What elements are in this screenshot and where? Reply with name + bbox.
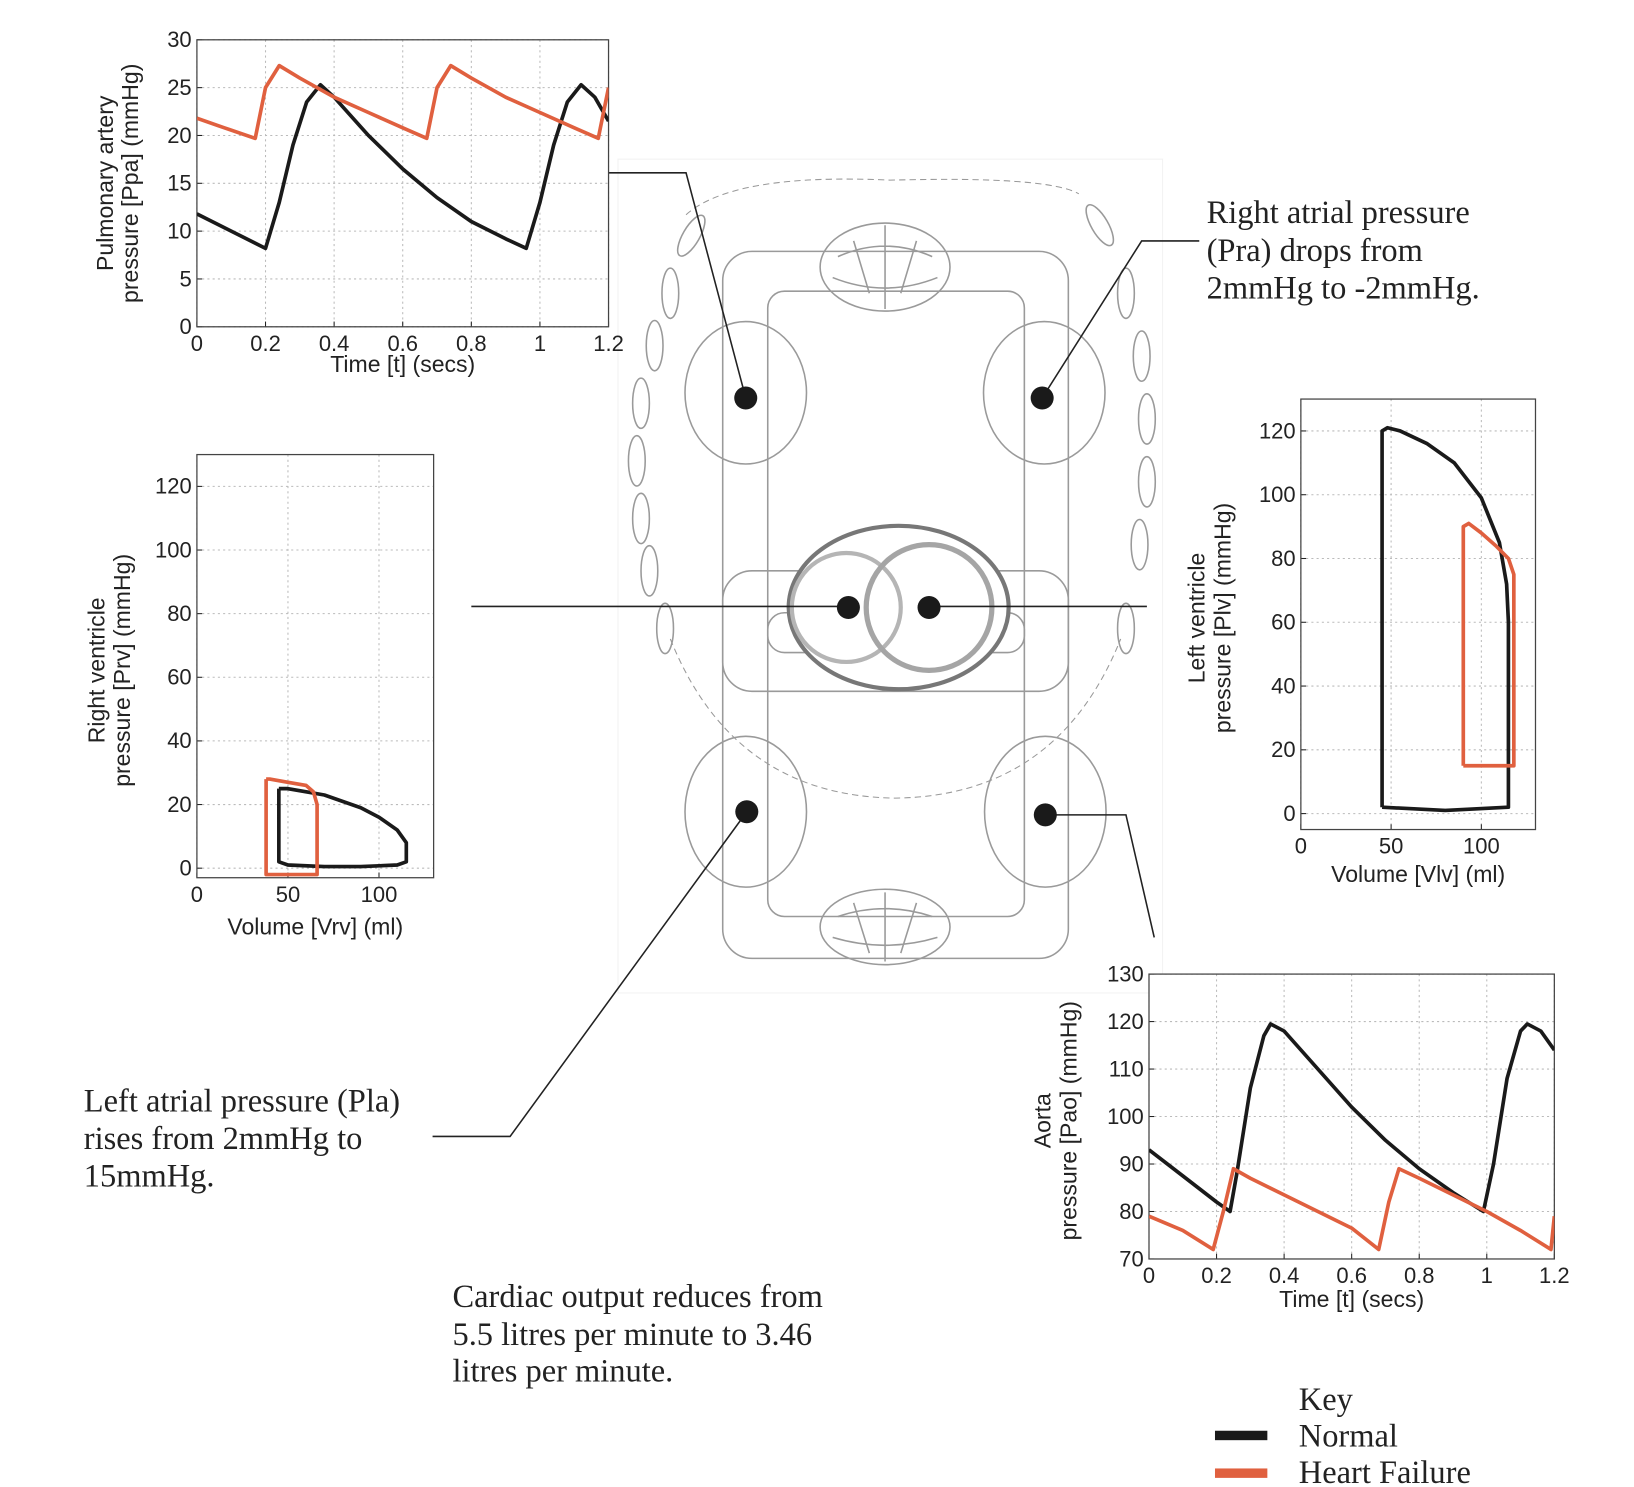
y-axis-label: Pulmonary artery (92, 95, 118, 271)
y-tick-label: 80 (167, 601, 191, 626)
y-axis-label: pressure [Pao] (mmHg) (1056, 1001, 1082, 1240)
chart: 70 80 90 100 110 120 130 0 0.2 0.4 0.6 0.8 1 1.2 Time … (1030, 961, 1570, 1312)
tissue-detail (833, 892, 938, 961)
lung-detail (833, 225, 938, 309)
y-tick-label: 25 (167, 75, 191, 100)
y-tick-label: 90 (1119, 1151, 1143, 1176)
y-tick-label: 20 (1271, 737, 1295, 762)
x-tick-label: 100 (361, 882, 398, 907)
y-tick-label: 130 (1107, 961, 1144, 986)
x-axis-label: Time [t] (secs) (1279, 1286, 1424, 1312)
x-tick-label: 1.2 (1539, 1263, 1570, 1288)
y-tick-label: 100 (1259, 482, 1296, 507)
legend-label: Heart Failure (1299, 1455, 1471, 1487)
y-tick-label: 5 (179, 266, 191, 291)
y-tick-label: 0 (179, 856, 191, 881)
x-tick-label: 0.4 (1269, 1263, 1300, 1288)
figure: Right atrial pressure (Pra) drops from 2… (0, 0, 1634, 1487)
x-tick-label: 100 (1463, 834, 1500, 859)
x-tick-label: 50 (1379, 834, 1403, 859)
page: {"chart_data": [ {"type": "line", "xlabe… (0, 0, 1634, 1487)
annotation-line: Right atrial pressure (1207, 195, 1470, 231)
y-tick-label: 120 (155, 474, 192, 499)
y-tick-label: 70 (1119, 1246, 1143, 1271)
annotation-line: litres per minute. (452, 1354, 673, 1390)
x-tick-label: 1 (534, 331, 546, 356)
y-axis-label: Left ventricle (1184, 553, 1210, 684)
annotation-line: rises from 2mmHg to (84, 1121, 363, 1157)
x-tick-label: 0.8 (1404, 1263, 1435, 1288)
annotation-line: Cardiac output reduces from (452, 1279, 822, 1315)
annotation-line: 15mmHg. (84, 1159, 215, 1195)
y-tick-label: 20 (167, 792, 191, 817)
chart: 0 20 40 60 80 100 120 0 50 100 Volume [Vrv] (ml) Ri… (84, 455, 434, 940)
annotation-line: (Pra) drops from (1207, 233, 1423, 269)
y-tick-label: 40 (167, 728, 191, 753)
y-axis-label: pressure [Plv] (mmHg) (1210, 503, 1236, 733)
legend-label: Normal (1299, 1418, 1398, 1454)
x-axis-label: Volume [Vrv] (ml) (227, 913, 403, 939)
y-tick-label: 100 (1107, 1104, 1144, 1129)
y-tick-label: 60 (1271, 610, 1295, 635)
x-tick-label: 0 (1295, 834, 1307, 859)
y-tick-label: 0 (1283, 801, 1295, 826)
y-axis-label: Aorta (1030, 1093, 1056, 1148)
y-axis-label: pressure [Prv] (mmHg) (109, 554, 135, 787)
y-tick-label: 120 (1107, 1009, 1144, 1034)
y-tick-label: 110 (1109, 1056, 1144, 1081)
dashed-outline (686, 179, 1079, 215)
x-axis-label: Volume [Vlv] (ml) (1331, 861, 1505, 887)
legend-swatch (1215, 1431, 1267, 1440)
x-tick-label: 1.2 (593, 331, 624, 356)
y-tick-label: 10 (167, 218, 191, 243)
annotation-line: Left atrial pressure (Pla) (84, 1083, 400, 1119)
annotation-line: 2mmHg to -2mmHg. (1207, 271, 1480, 307)
x-tick-label: 0.2 (1201, 1263, 1232, 1288)
chart: 020406080100120050100Volume [Vlv] (ml)Le… (1184, 399, 1536, 887)
y-tick-label: 15 (167, 171, 191, 196)
legend-title: Key (1299, 1382, 1354, 1418)
legend-swatch (1215, 1468, 1267, 1477)
x-tick-label: 0 (191, 331, 203, 356)
y-tick-label: 80 (1119, 1199, 1143, 1224)
y-tick-label: 40 (1271, 673, 1295, 698)
legend: Key Normal Heart Failure (1215, 1382, 1471, 1487)
x-tick-label: 0 (1143, 1263, 1155, 1288)
y-axis-label: Right ventricle (84, 597, 110, 743)
y-tick-label: 20 (167, 123, 191, 148)
annotation-line: 5.5 litres per minute to 3.46 (452, 1317, 812, 1353)
y-axis-label: pressure [Ppa] (mmHg) (117, 64, 143, 303)
x-tick-label: 0.2 (250, 331, 281, 356)
y-tick-label: 100 (155, 537, 192, 562)
x-axis-label: Time [t] (secs) (330, 351, 475, 377)
figure-content: Right atrial pressure (Pra) drops from 2… (84, 27, 1570, 1487)
y-tick-label: 80 (1271, 546, 1295, 571)
x-tick-label: 50 (276, 882, 300, 907)
y-tick-label: 60 (167, 665, 191, 690)
x-tick-label: 1 (1481, 1263, 1493, 1288)
y-tick-label: 30 (167, 27, 191, 52)
y-tick-label: 120 (1259, 418, 1296, 443)
x-tick-label: 0.6 (1336, 1263, 1367, 1288)
x-tick-label: 0 (191, 882, 203, 907)
